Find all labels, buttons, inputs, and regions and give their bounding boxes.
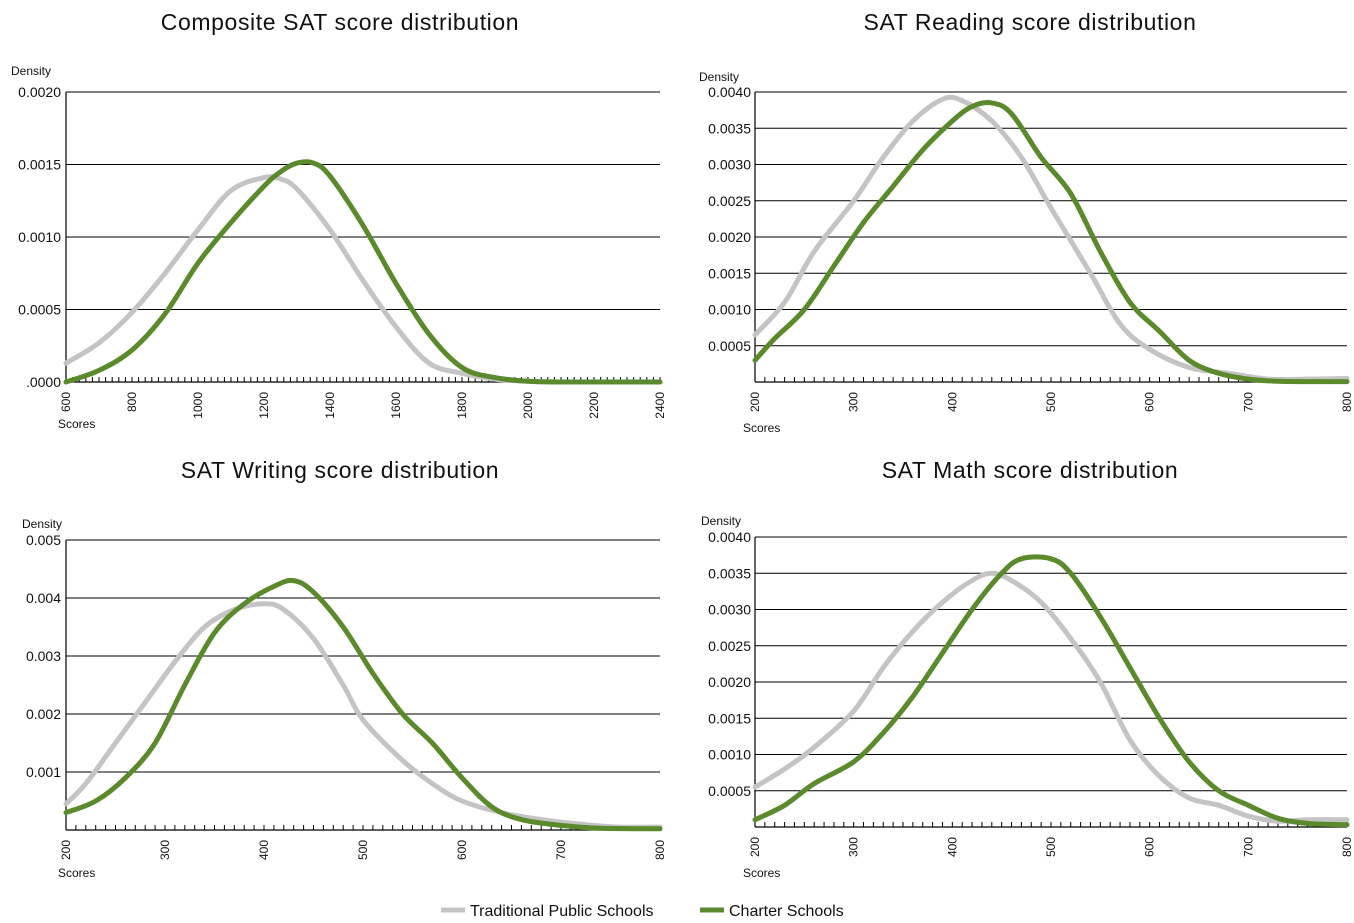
x-axis-label: Scores — [58, 866, 95, 880]
y-tick-label: 0.0010 — [18, 229, 61, 245]
x-tick-label: 300 — [847, 392, 861, 412]
x-tick-label: 600 — [1143, 392, 1157, 412]
y-tick-label: 0.0010 — [708, 747, 751, 763]
y-tick-label: 0.0015 — [708, 710, 751, 726]
x-tick-label: 200 — [748, 837, 762, 857]
y-axis-label: Density — [701, 514, 741, 528]
x-tick-label: 600 — [1143, 837, 1157, 857]
x-tick-label: 300 — [158, 840, 172, 860]
series-line-traditional — [63, 174, 663, 385]
legend-label-traditional: Traditional Public Schools — [470, 903, 654, 920]
x-tick-label: 1600 — [389, 392, 403, 419]
y-tick-label: 0.0025 — [708, 638, 751, 654]
x-tick-label: 2200 — [587, 392, 601, 419]
x-tick-label: 1000 — [191, 392, 205, 419]
x-tick-label: 500 — [1044, 837, 1058, 857]
x-tick-label: 700 — [1241, 392, 1255, 412]
series-line-charter — [752, 554, 1350, 828]
y-tick-label: 0.004 — [26, 590, 61, 606]
series-line-traditional — [752, 570, 1350, 824]
x-tick-label: 700 — [554, 840, 568, 860]
legend-label-charter: Charter Schools — [729, 903, 844, 920]
legend: Traditional Public Schools Charter Schoo… — [441, 903, 844, 920]
y-tick-label: 0.0035 — [708, 120, 751, 136]
y-tick-label: 0.0015 — [708, 265, 751, 281]
x-tick-label: 800 — [125, 392, 139, 412]
x-axis-label: Scores — [743, 421, 780, 435]
y-tick-label: 0.002 — [26, 706, 61, 722]
series-line-charter — [752, 100, 1350, 385]
x-tick-label: 1200 — [257, 392, 271, 419]
y-tick-label: 0.0005 — [708, 783, 751, 799]
x-tick-label: 600 — [59, 392, 73, 412]
chart-title: SAT Writing score distribution — [181, 457, 499, 483]
panel-math: SAT Math score distribution Density 0.0005… — [701, 457, 1354, 880]
x-axis-label: Scores — [743, 866, 780, 880]
x-tick-label: 800 — [1340, 837, 1354, 857]
panel-writing: SAT Writing score distributionDensity0.0… — [22, 457, 667, 880]
y-tick-label: .0000 — [26, 374, 61, 390]
x-tick-label: 400 — [257, 840, 271, 860]
chart-title: Composite SAT score distribution — [161, 9, 519, 35]
y-tick-label: 0.005 — [26, 532, 61, 548]
y-tick-label: 0.0030 — [708, 157, 751, 173]
x-tick-label: 500 — [1044, 392, 1058, 412]
y-tick-label: 0.0025 — [708, 193, 751, 209]
y-tick-label: 0.003 — [26, 648, 61, 664]
y-tick-label: 0.0040 — [708, 529, 751, 545]
y-axis-label: Density — [699, 70, 739, 84]
series-line-charter — [63, 159, 663, 385]
x-tick-label: 400 — [945, 837, 959, 857]
series-line-charter — [63, 577, 663, 832]
panel-reading: SAT Reading score distributionDensity0.0… — [699, 9, 1354, 435]
x-axis-label: Scores — [58, 417, 95, 431]
chart-title: SAT Math score distribution — [882, 457, 1179, 483]
series-line-traditional — [63, 601, 663, 830]
y-tick-label: 0.001 — [26, 764, 61, 780]
x-tick-label: 200 — [59, 840, 73, 860]
x-tick-label: 2000 — [521, 392, 535, 419]
y-tick-label: 0.0005 — [18, 302, 61, 318]
x-tick-label: 200 — [748, 392, 762, 412]
panel-composite: Composite SAT score distribution Density.… — [11, 9, 667, 431]
y-tick-label: 0.0020 — [708, 674, 751, 690]
series-line-traditional — [752, 94, 1350, 383]
y-axis-label: Density — [11, 64, 51, 78]
x-tick-label: 2400 — [653, 392, 667, 419]
x-tick-label: 800 — [1340, 392, 1354, 412]
y-tick-label: 0.0020 — [708, 229, 751, 245]
x-tick-label: 300 — [847, 837, 861, 857]
y-tick-label: 0.0010 — [708, 302, 751, 318]
y-tick-label: 0.0040 — [708, 84, 751, 100]
x-tick-label: 500 — [356, 840, 370, 860]
x-tick-label: 1400 — [323, 392, 337, 419]
x-tick-label: 1800 — [455, 392, 469, 419]
x-tick-label: 700 — [1241, 837, 1255, 857]
chart-title: SAT Reading score distribution — [864, 9, 1197, 35]
y-tick-label: 0.0035 — [708, 565, 751, 581]
y-tick-label: 0.0005 — [708, 338, 751, 354]
x-tick-label: 800 — [653, 840, 667, 860]
y-tick-label: 0.0015 — [18, 157, 61, 173]
y-tick-label: 0.0020 — [18, 84, 61, 100]
y-axis-label: Density — [22, 517, 62, 531]
y-tick-label: 0.0030 — [708, 602, 751, 618]
x-tick-label: 600 — [455, 840, 469, 860]
x-tick-label: 400 — [945, 392, 959, 412]
